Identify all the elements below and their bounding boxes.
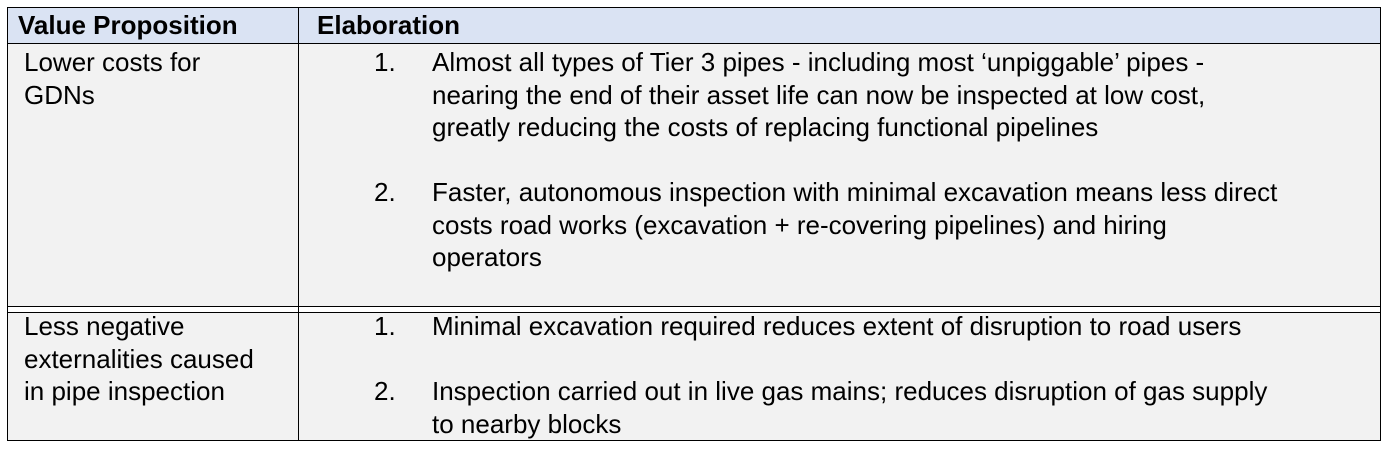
list-item-line: Faster, autonomous inspection with minim… [432,177,1278,207]
list-item-line: Almost all types of Tier 3 pipes - inclu… [432,47,1205,77]
header-elaboration: Elaboration [317,10,461,40]
value-proposition-line: Lower costs for [24,47,201,77]
list-item-number: 1. [374,47,396,77]
table-header-row [8,8,1380,44]
value-proposition-line: externalities caused [24,343,254,374]
table-row [8,313,1380,440]
list-item-line: Inspection carried out in live gas mains… [432,376,1268,406]
value-proposition-line: GDNs [24,79,95,110]
list-item-line: to nearby blocks [432,408,622,439]
list-item-line: nearing the end of their asset life can … [432,79,1206,110]
value-proposition-line: Less negative [24,311,185,341]
list-item-line: greatly reducing the costs of replacing … [432,112,1099,142]
column-divider [298,8,299,440]
list-item-line: operators [432,242,542,272]
value-proposition-line: in pipe inspection [24,376,225,406]
header-value-proposition: Value Proposition [18,10,238,40]
row-divider-gap [8,307,1380,313]
table-row [8,44,1380,307]
list-item-number: 2. [374,177,396,207]
list-item-number: 2. [374,376,396,406]
list-item-number: 1. [374,311,396,341]
list-item-line: Minimal excavation required reduces exte… [432,311,1242,341]
list-item-line: costs road works (excavation + re-coveri… [432,209,1167,240]
value-proposition-table: Value Proposition Elaboration Lower cost… [7,7,1381,441]
